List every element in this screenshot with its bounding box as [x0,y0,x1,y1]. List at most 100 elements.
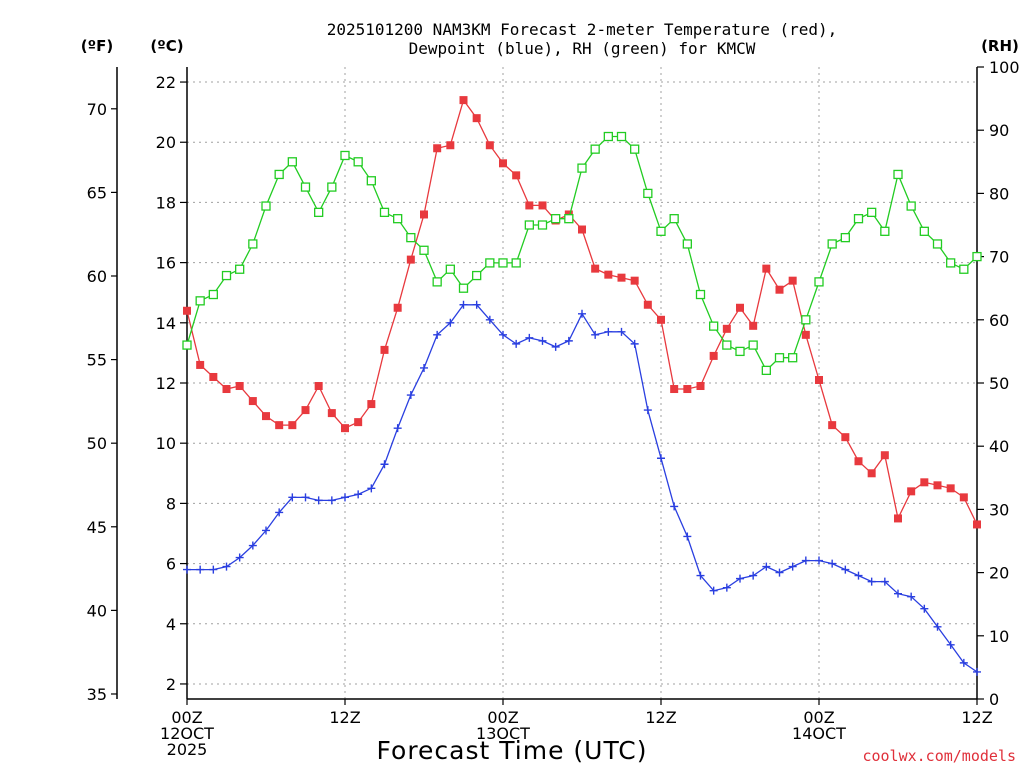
2-meter-temperature-point [973,520,981,529]
rh-point [300,182,311,192]
2-meter-temperature-point [222,385,231,394]
celsius-tick-label: 16 [156,254,176,273]
dewpoint-point [499,330,507,339]
dewpoint-point [301,493,310,502]
dewpoint-point [196,565,205,574]
fahrenheit-tick-label: 70 [87,100,107,119]
rh-point [564,214,574,224]
2-meter-temperature-point [880,451,889,460]
x-axis-title: Forecast Time (UTC) [377,736,648,765]
dewpoint-point [841,565,850,574]
rh-point [748,340,758,350]
rh-point [669,214,679,224]
dewpoint-point [183,565,191,574]
2-meter-temperature-point [499,159,507,168]
chart-title-line-2: Dewpoint (blue), RH (green) for KMCW [409,39,756,58]
rh-tick-label: 0 [989,690,999,709]
2-meter-temperature-point [433,144,442,153]
rh-point [932,239,943,249]
2-meter-temperature-point [446,141,455,150]
rh-point [788,353,798,363]
rh-point [248,239,258,249]
rh-tick-label: 100 [989,58,1020,77]
rh-tick-label: 50 [989,374,1009,393]
dewpoint-point [433,330,442,339]
dewpoint-point [564,336,573,345]
dewpoint-point [973,667,981,676]
dewpoint-point [617,327,626,336]
dewpoint-point [749,571,758,580]
dewpoint-point [683,532,692,541]
2-meter-temperature-point [828,421,837,430]
rh-point [946,258,956,268]
fahrenheit-tick-label: 50 [87,434,107,453]
chart-title-line-1: 2025101200 NAM3KM Forecast 2-meter Tempe… [327,20,838,39]
rh-point [919,226,929,236]
2-meter-temperature-point [367,400,376,409]
2-meter-temperature-point [472,114,481,123]
celsius-tick-label: 18 [156,193,176,212]
rh-point [867,207,877,218]
dewpoint-point [696,571,705,580]
2-meter-temperature-point [670,385,679,394]
rh-point [630,144,640,154]
celsius-tick-label: 6 [166,555,176,574]
dewpoint-point [420,363,428,372]
2-meter-temperature-point [209,372,218,381]
rh-point [603,131,613,142]
dewpoint-point [815,556,823,565]
source-credit: coolwx.com/models [862,747,1016,765]
2-meter-temperature-point [630,276,639,285]
dewpoint-point [828,559,837,568]
dewpoint-point [354,490,363,499]
rh-point [537,220,548,230]
rh-point [327,182,337,192]
celsius-tick-label: 8 [166,494,176,513]
dewpoint-point [643,406,652,415]
rh-point [406,232,416,243]
2-meter-temperature-point [617,273,626,282]
2-meter-temperature-point [314,382,323,391]
rh-point [419,245,429,255]
dewpoint-point [670,502,679,511]
2-meter-temperature-point [196,360,205,369]
dewpoint-point [525,333,534,342]
rh-tick-label: 60 [989,311,1009,330]
dewpoint-point [920,604,929,613]
dewpoint-point [907,592,916,601]
dewpoint-point [327,496,336,505]
fahrenheit-tick-label: 40 [87,601,107,620]
x-tick-label: 00Z [171,708,202,727]
2-meter-temperature-point [341,424,349,433]
x-tick-label: 13OCT [476,724,530,743]
rh-point [853,214,864,224]
2-meter-temperature-point [327,409,336,418]
dewpoint-point [209,565,218,574]
2-meter-temperature-point [420,210,428,219]
dewpoint-point [854,571,863,580]
dewpoint-point [248,541,257,550]
rh-point [221,270,232,281]
dewpoint-point [551,342,560,351]
rh-point [761,365,771,376]
rh-point [235,264,245,274]
2-meter-temperature-point [749,321,758,330]
celsius-tick-label: 10 [156,434,176,453]
rh-point [590,144,600,154]
rh-point [616,131,627,142]
rh-point [366,176,376,186]
2-meter-temperature-point [736,303,744,312]
2-meter-temperature-point [933,481,942,490]
dewpoint-point [578,309,586,318]
celsius-tick-label: 20 [156,133,176,152]
rh-point [393,214,403,224]
rh-point [827,239,837,249]
2-meter-temperature-point [841,433,850,442]
fahrenheit-unit-label: (ºF) [81,37,113,55]
x-tick-label: 12Z [329,708,360,727]
2-meter-temperature-point [301,406,310,415]
2-meter-temperature-point [354,418,363,427]
rh-tick-label: 10 [989,627,1009,646]
2-meter-temperature-point [643,300,652,309]
dewpoint-point [485,315,494,324]
